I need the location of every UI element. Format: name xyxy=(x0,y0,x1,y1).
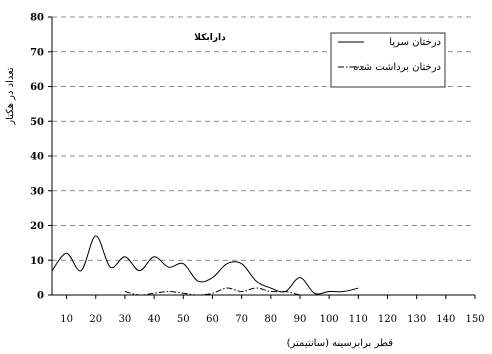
x-tick-label: 10 xyxy=(60,314,73,325)
y-tick-labels: 0 10 20 30 40 50 60 70 80 xyxy=(30,13,52,302)
chart-title: دارابکلا xyxy=(194,33,226,43)
x-tick-label: 140 xyxy=(436,314,455,325)
x-tick-label: 100 xyxy=(320,314,339,325)
x-tick-label: 80 xyxy=(264,314,277,325)
y-tick-label: 70 xyxy=(30,47,44,58)
y-tick-label: 40 xyxy=(30,152,44,163)
y-tick-label: 30 xyxy=(30,186,44,197)
x-axis-label: قطر برابرسینه (سانتیمتر) xyxy=(287,338,394,349)
x-tick-label: 30 xyxy=(119,314,132,325)
legend-label-standing: درختان سرپا xyxy=(389,37,441,48)
series-line-standing xyxy=(51,235,359,295)
x-tick-label: 70 xyxy=(235,314,248,325)
legend-label-harvested: درختان برداشت شده xyxy=(353,62,441,73)
legend: درختان سرپا درختان برداشت شده xyxy=(330,32,446,88)
y-tick-label: 20 xyxy=(30,221,44,232)
x-tick-label: 150 xyxy=(465,314,484,325)
x-tick-label: 110 xyxy=(349,314,368,325)
y-tick-label: 50 xyxy=(30,117,44,128)
series-line-harvested xyxy=(124,287,301,296)
x-tick-label: 120 xyxy=(378,314,397,325)
x-tick-label: 20 xyxy=(89,314,102,325)
y-tick-label: 10 xyxy=(30,256,44,267)
y-tick-label: 0 xyxy=(37,291,44,302)
y-axis-label: تعداد در هکتار xyxy=(5,67,16,126)
series-lines xyxy=(51,235,359,296)
x-tick-label: 90 xyxy=(294,314,307,325)
y-tick-label: 80 xyxy=(30,13,44,24)
x-tick-label: 50 xyxy=(177,314,190,325)
x-tick-label: 130 xyxy=(407,314,426,325)
x-tick-labels: 10 20 30 40 50 60 70 80 90 100 110 120 130 140 150 xyxy=(60,295,485,325)
y-tick-label: 60 xyxy=(30,82,44,93)
x-tick-label: 40 xyxy=(148,314,161,325)
x-tick-label: 60 xyxy=(206,314,219,325)
